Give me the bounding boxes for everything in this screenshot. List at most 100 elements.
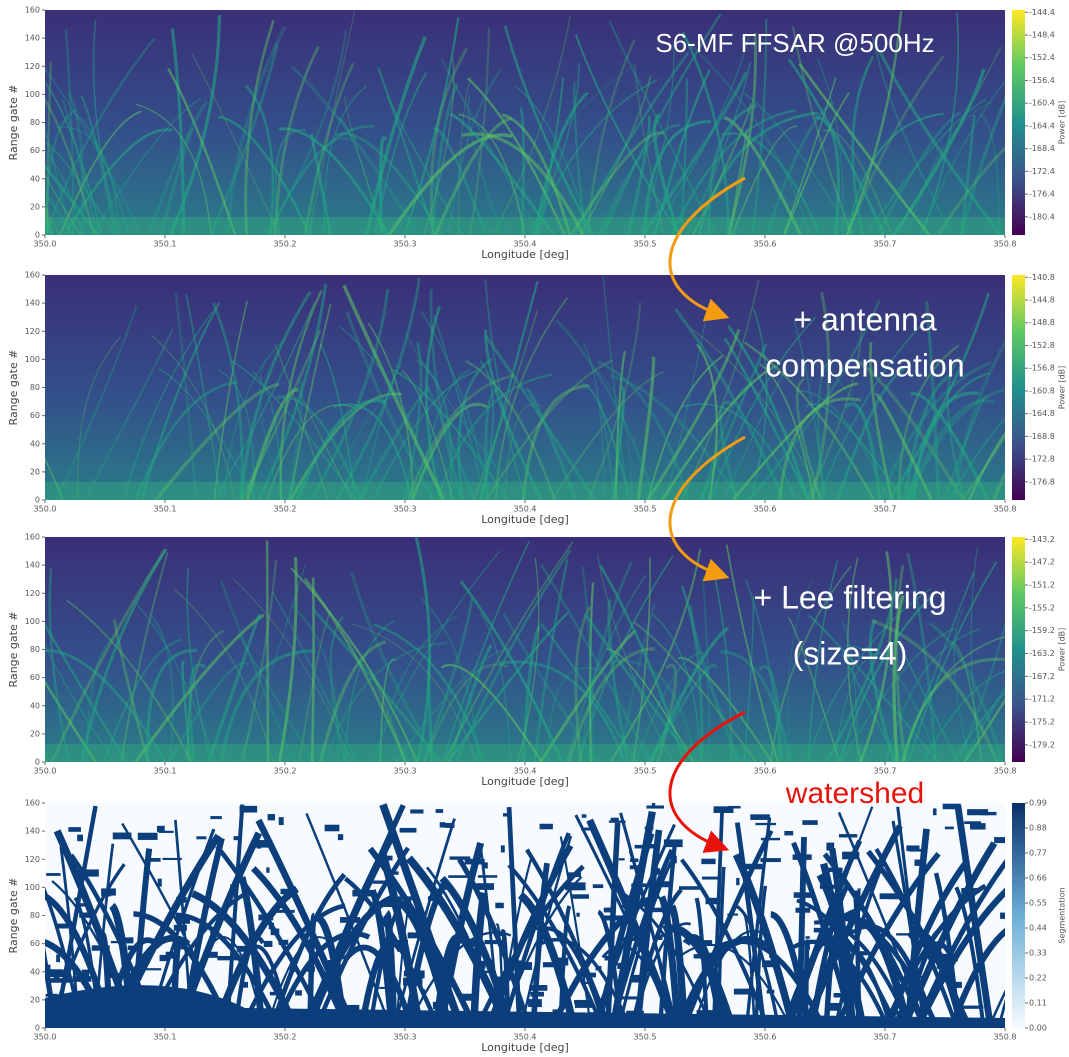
segment xyxy=(352,890,372,897)
segment xyxy=(734,989,755,995)
segment xyxy=(842,852,859,860)
segment xyxy=(484,940,502,944)
x-tick-label: 350.1 xyxy=(154,505,177,514)
segment xyxy=(820,885,836,889)
colorbar-tick-label: -164.4 xyxy=(1029,121,1055,130)
y-tick-label: 140 xyxy=(25,34,40,43)
panel: 350.0350.1350.2350.3350.4350.5350.6350.7… xyxy=(0,533,1069,789)
colorbar-label: Power [dB] xyxy=(1058,101,1067,145)
y-tick-label: 80 xyxy=(30,118,40,127)
colorbar-tick-label: -168.8 xyxy=(1029,432,1055,441)
y-tick-label: 20 xyxy=(30,202,40,211)
segment xyxy=(271,929,280,936)
segment xyxy=(383,900,402,907)
segment xyxy=(336,963,341,970)
segment xyxy=(141,968,161,970)
x-tick-label: 350.2 xyxy=(274,1033,297,1042)
colorbar-tick-label: 0.55 xyxy=(1029,899,1047,908)
segment xyxy=(617,963,626,969)
segment xyxy=(604,908,616,913)
segment xyxy=(385,972,394,980)
segment xyxy=(476,883,494,890)
segment xyxy=(656,936,663,940)
y-tick-label: 40 xyxy=(30,701,40,710)
segment xyxy=(905,978,917,982)
x-tick-label: 350.7 xyxy=(874,240,897,249)
segment xyxy=(933,808,937,815)
x-tick-label: 350.1 xyxy=(154,1033,177,1042)
segment xyxy=(79,913,91,918)
x-axis-label: Longitude [deg] xyxy=(481,775,569,788)
segment xyxy=(920,976,926,979)
x-tick-label: 350.2 xyxy=(274,505,297,514)
segment xyxy=(1000,913,1009,919)
segment xyxy=(470,942,483,947)
colorbar-label: Power [dB] xyxy=(1058,628,1067,672)
segment xyxy=(110,973,122,978)
segment xyxy=(896,933,908,935)
segment xyxy=(901,894,905,896)
segment xyxy=(489,959,493,963)
segment xyxy=(761,838,780,840)
heatmap-streak xyxy=(267,541,268,762)
colorbar-tick-label: -148.4 xyxy=(1029,31,1055,40)
segment xyxy=(784,831,793,835)
colorbar-tick-label: -175.2 xyxy=(1029,718,1055,727)
segment xyxy=(906,845,919,851)
x-tick-label: 350.8 xyxy=(994,1033,1017,1042)
colorbar-tick-label: -160.4 xyxy=(1029,99,1055,108)
x-tick-label: 350.8 xyxy=(994,240,1017,249)
segment xyxy=(736,878,739,885)
y-axis-label: Range gate # xyxy=(7,878,20,954)
colorbar-tick-label: 0.44 xyxy=(1029,924,1047,933)
y-tick-label: 140 xyxy=(25,827,40,836)
segment xyxy=(281,889,295,895)
segment xyxy=(450,856,471,859)
segment xyxy=(54,974,60,978)
segment xyxy=(439,883,448,890)
colorbar-tick-label: -160.8 xyxy=(1029,386,1055,395)
segment xyxy=(652,803,655,807)
segment xyxy=(576,913,579,917)
y-tick-label: 160 xyxy=(25,533,40,542)
segment xyxy=(436,809,443,813)
colorbar-tick-label: -155.2 xyxy=(1029,603,1055,612)
segment xyxy=(482,971,496,973)
panel: 350.0350.1350.2350.3350.4350.5350.6350.7… xyxy=(0,271,1069,527)
segment xyxy=(826,843,834,851)
segment xyxy=(290,966,298,972)
segment xyxy=(701,859,715,864)
y-tick-label: 40 xyxy=(30,967,40,976)
x-tick-label: 350.7 xyxy=(874,767,897,776)
y-tick-label: 40 xyxy=(30,439,40,448)
segment xyxy=(266,867,269,872)
y-axis-label: Range gate # xyxy=(7,350,20,426)
x-tick-label: 350.3 xyxy=(394,767,417,776)
colorbar xyxy=(1012,275,1025,500)
colorbar-tick-label: -172.8 xyxy=(1029,455,1055,464)
segment xyxy=(495,903,503,909)
segment xyxy=(679,886,700,890)
colorbar-tick-label: -180.4 xyxy=(1029,212,1055,221)
segment xyxy=(593,884,603,888)
segment xyxy=(632,975,643,983)
segment xyxy=(961,888,980,893)
x-tick-label: 350.3 xyxy=(394,505,417,514)
segment xyxy=(702,940,712,946)
segment xyxy=(832,916,835,921)
segment xyxy=(210,927,215,934)
y-tick-label: 120 xyxy=(25,589,40,598)
x-tick-label: 350.5 xyxy=(634,240,657,249)
y-tick-label: 160 xyxy=(25,799,40,808)
segment xyxy=(166,952,180,959)
y-tick-label: 60 xyxy=(30,673,40,682)
segment xyxy=(880,893,898,899)
y-tick-label: 20 xyxy=(30,729,40,738)
segment xyxy=(964,821,981,824)
segment xyxy=(422,989,425,997)
x-tick-label: 350.2 xyxy=(274,240,297,249)
colorbar-tick-label: 0.33 xyxy=(1029,949,1047,958)
segment xyxy=(794,892,812,898)
segment xyxy=(269,923,274,930)
segment xyxy=(340,917,360,923)
